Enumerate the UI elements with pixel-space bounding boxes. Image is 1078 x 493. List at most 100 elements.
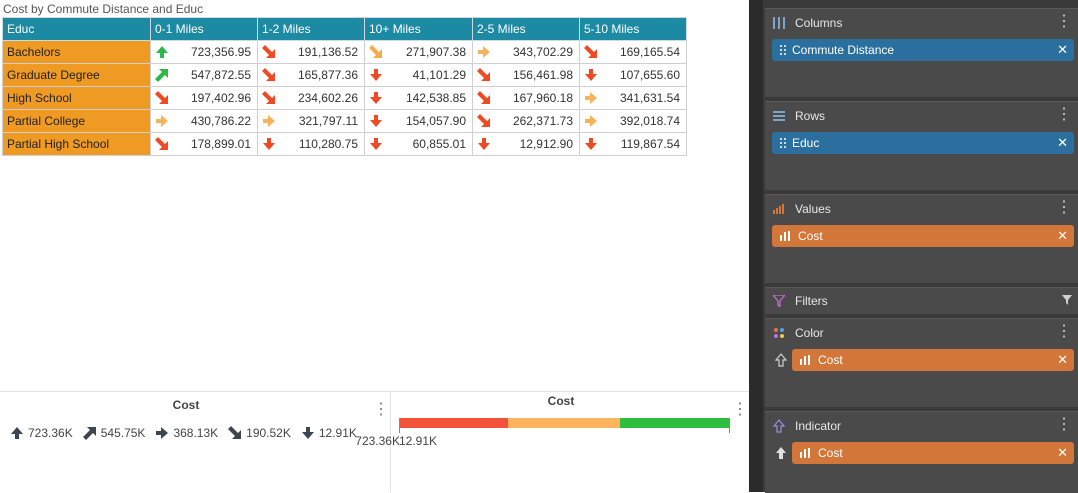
- column-header[interactable]: 5-10 Miles: [579, 17, 687, 41]
- remove-icon[interactable]: ✕: [1057, 42, 1068, 57]
- table-cell[interactable]: 119,867.54: [579, 132, 687, 156]
- fields-panel: Columns ⋮ Commute Distance ✕ Rows ⋮ Educ…: [763, 0, 1078, 493]
- cell-value: 262,371.73: [512, 114, 573, 128]
- row-header[interactable]: Partial High School: [2, 132, 151, 156]
- color-legend-band: [399, 418, 508, 428]
- up-arrow-icon: [11, 427, 23, 439]
- table-cell[interactable]: 167,960.18: [472, 86, 580, 110]
- row-header[interactable]: Graduate Degree: [2, 63, 151, 87]
- color-palette-icon: [771, 327, 787, 339]
- table-cell[interactable]: 321,797.11: [257, 109, 365, 133]
- values-field-label: Cost: [798, 229, 823, 243]
- down-right-arrow-icon: [477, 68, 490, 81]
- table-cell[interactable]: 343,702.29: [472, 40, 580, 64]
- table-cell[interactable]: 392,018.74: [579, 109, 687, 133]
- more-options-icon[interactable]: ⋮: [732, 401, 748, 418]
- down-right-arrow-icon: [584, 45, 597, 58]
- table-cell[interactable]: 723,356.95: [150, 40, 258, 64]
- drag-handle-icon[interactable]: [780, 45, 786, 55]
- table-cell[interactable]: 154,057.90: [364, 109, 473, 133]
- column-header[interactable]: 2-5 Miles: [472, 17, 580, 41]
- right-arrow-icon: [585, 92, 597, 104]
- rows-field-pill[interactable]: Educ ✕: [772, 132, 1074, 154]
- columns-field-pill[interactable]: Commute Distance ✕: [772, 39, 1074, 61]
- table-row: Bachelors 723,356.95 191,136.52 271,907.38 3…: [2, 40, 687, 64]
- more-options-icon[interactable]: ⋮: [1056, 199, 1072, 216]
- columns-field-label: Commute Distance: [792, 43, 895, 57]
- sort-arrow-icon[interactable]: [774, 353, 788, 372]
- remove-icon[interactable]: ✕: [1057, 228, 1068, 243]
- table-cell[interactable]: 341,631.54: [579, 86, 687, 110]
- table-cell[interactable]: 430,786.22: [150, 109, 258, 133]
- table-cell[interactable]: 60,855.01: [364, 132, 473, 156]
- remove-icon[interactable]: ✕: [1057, 352, 1068, 367]
- table-cell[interactable]: 271,907.38: [364, 40, 473, 64]
- remove-icon[interactable]: ✕: [1057, 135, 1068, 150]
- more-options-icon[interactable]: ⋮: [373, 401, 389, 418]
- down-arrow-icon: [263, 138, 275, 150]
- indicator-legend-label: 368.13K: [173, 426, 219, 440]
- filters-section[interactable]: Filters: [765, 287, 1078, 314]
- color-section: Color ⋮ Cost ✕: [765, 318, 1078, 407]
- down-right-arrow-icon: [369, 45, 382, 58]
- table-cell[interactable]: 547,872.55: [150, 63, 258, 87]
- row-header[interactable]: Bachelors: [2, 40, 151, 64]
- table-cell[interactable]: 191,136.52: [257, 40, 365, 64]
- down-right-arrow-icon: [262, 68, 275, 81]
- up-arrow-icon[interactable]: [775, 446, 787, 465]
- down-right-arrow-icon: [155, 137, 168, 150]
- indicator-legend-item: 190.52K: [228, 426, 291, 440]
- down-arrow-icon: [301, 427, 314, 439]
- corner-header[interactable]: Educ: [2, 17, 151, 41]
- up-right-arrow-icon: [82, 427, 96, 440]
- right-arrow-icon: [263, 115, 275, 127]
- more-options-icon[interactable]: ⋮: [1056, 13, 1072, 30]
- table-cell[interactable]: 178,899.01: [150, 132, 258, 156]
- filters-label: Filters: [795, 294, 828, 308]
- column-header[interactable]: 0-1 Miles: [150, 17, 258, 41]
- more-options-icon[interactable]: ⋮: [1056, 106, 1072, 123]
- color-legend-band: [620, 418, 729, 428]
- columns-icon: [771, 17, 787, 29]
- more-options-icon[interactable]: ⋮: [1056, 323, 1072, 340]
- table-cell[interactable]: 262,371.73: [472, 109, 580, 133]
- down-right-arrow-icon: [155, 91, 168, 104]
- table-cell[interactable]: 110,280.75: [257, 132, 365, 156]
- table-cell[interactable]: 12,912.90: [472, 132, 580, 156]
- report-canvas: Cost by Commute Distance and Educ Educ 0…: [0, 0, 749, 492]
- cell-value: 12,912.90: [519, 137, 573, 151]
- down-right-arrow-icon: [477, 114, 490, 127]
- table-cell[interactable]: 169,165.54: [579, 40, 687, 64]
- row-header[interactable]: Partial College: [2, 109, 151, 133]
- indicator-field-pill[interactable]: Cost ✕: [792, 442, 1074, 464]
- panel-splitter[interactable]: [749, 0, 763, 492]
- remove-icon[interactable]: ✕: [1057, 445, 1068, 460]
- column-header[interactable]: 10+ Miles: [364, 17, 473, 41]
- cell-value: 197,402.96: [190, 91, 251, 105]
- table-cell[interactable]: 107,655.60: [579, 63, 687, 87]
- table-cell[interactable]: 156,461.98: [472, 63, 580, 87]
- drag-handle-icon[interactable]: [780, 138, 786, 148]
- table-cell[interactable]: 41,101.29: [364, 63, 473, 87]
- rows-label: Rows: [795, 109, 826, 123]
- values-bar-chart-icon: [771, 204, 787, 214]
- values-field-pill[interactable]: Cost ✕: [772, 225, 1074, 247]
- indicator-field-label: Cost: [818, 446, 843, 460]
- column-header[interactable]: 1-2 Miles: [257, 17, 365, 41]
- row-header[interactable]: High School: [2, 86, 151, 110]
- filter-funnel-icon[interactable]: [1062, 293, 1072, 309]
- color-field-pill[interactable]: Cost ✕: [792, 349, 1074, 371]
- down-arrow-icon: [478, 138, 490, 150]
- up-right-arrow-icon: [155, 69, 168, 82]
- measure-icon: [800, 355, 812, 365]
- table-cell[interactable]: 142,538.85: [364, 86, 473, 110]
- table-cell[interactable]: 234,602.26: [257, 86, 365, 110]
- table-cell[interactable]: 197,402.96: [150, 86, 258, 110]
- up-arrow-icon: [156, 46, 168, 58]
- right-arrow-icon: [156, 115, 168, 127]
- columns-label: Columns: [795, 16, 843, 30]
- rows-field-label: Educ: [792, 136, 820, 150]
- table-cell[interactable]: 165,877.36: [257, 63, 365, 87]
- more-options-icon[interactable]: ⋮: [1056, 416, 1072, 433]
- cell-value: 60,855.01: [412, 137, 466, 151]
